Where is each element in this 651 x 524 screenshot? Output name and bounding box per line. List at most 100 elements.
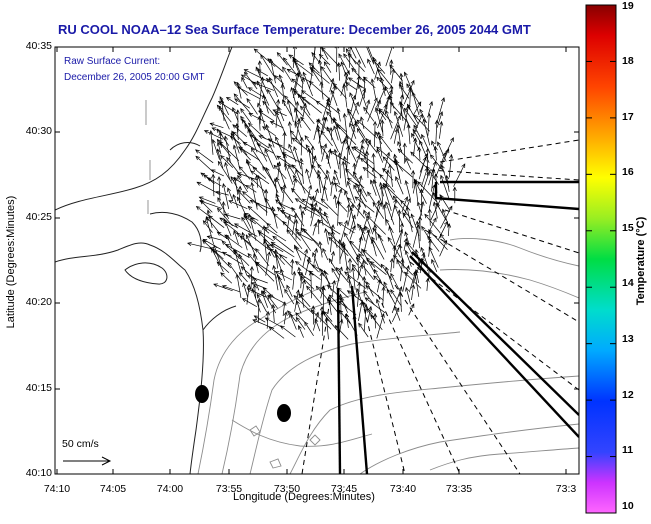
current-vector-head: [314, 43, 318, 47]
current-vector: [395, 205, 404, 226]
current-vector: [406, 158, 411, 169]
current-vector: [339, 63, 340, 81]
current-vector: [263, 127, 276, 136]
y-tick-label: 40:30: [4, 125, 52, 137]
mooring-marker: [195, 385, 209, 403]
plot-frame: [55, 47, 579, 474]
current-vector: [292, 260, 293, 275]
coastline-segment: [170, 143, 200, 150]
current-vector: [430, 209, 431, 226]
current-vector: [283, 222, 301, 241]
current-vector: [379, 132, 382, 156]
x-tick-label: 73:40: [390, 483, 416, 495]
current-vector: [213, 174, 214, 196]
current-vector: [324, 62, 331, 73]
colorbar-tick-label: 10: [622, 500, 634, 512]
colorbar-label: Temperature (°C): [635, 191, 647, 331]
bathy-contour: [146, 100, 150, 214]
bathy-contour: [198, 280, 340, 474]
current-vector: [263, 101, 275, 116]
current-vector: [347, 146, 349, 171]
current-vector: [309, 81, 330, 99]
current-vector: [386, 45, 393, 66]
current-vector: [404, 143, 405, 163]
current-vector: [278, 275, 283, 298]
overlay-time: December 26, 2005 20:00 GMT: [64, 72, 205, 83]
current-vector: [293, 176, 310, 195]
sector-range-line: [430, 170, 579, 180]
sector-boundary: [412, 252, 579, 415]
current-vector: [368, 192, 375, 203]
colorbar: [586, 5, 616, 513]
current-vector: [382, 120, 383, 136]
current-vector: [269, 144, 277, 160]
sector-range-line: [410, 262, 579, 390]
current-vector: [241, 267, 257, 281]
current-vector: [350, 45, 351, 68]
bathy-contour: [232, 420, 372, 446]
bathy-contour: [250, 332, 460, 474]
current-vector: [454, 164, 465, 187]
current-vector: [247, 276, 267, 283]
current-vector: [196, 150, 214, 163]
sector-boundary: [338, 288, 340, 474]
current-vector-head: [363, 39, 366, 43]
current-vector: [214, 284, 233, 291]
current-vector: [340, 153, 341, 178]
colorbar-tick-label: 13: [622, 333, 634, 345]
current-vector: [391, 86, 392, 114]
current-vector: [196, 156, 214, 172]
sector-boundary: [435, 198, 579, 209]
y-tick-label: 40:10: [4, 467, 52, 479]
tick-marks: [55, 47, 579, 474]
current-vector: [266, 125, 274, 148]
current-vector: [251, 267, 252, 291]
current-vector: [348, 182, 356, 204]
current-vector: [307, 286, 322, 305]
colorbar-tick-label: 16: [622, 166, 634, 178]
bathy-contour: [360, 424, 579, 474]
current-vector: [409, 304, 414, 315]
sector-range-line: [395, 285, 520, 474]
current-vector: [383, 287, 384, 305]
current-vector: [311, 272, 312, 299]
x-tick-label: 74:00: [157, 483, 183, 495]
x-tick-label: 74:05: [100, 483, 126, 495]
bathy-contour: [222, 292, 365, 474]
current-vector: [270, 78, 278, 97]
current-vector: [406, 251, 412, 267]
current-vector: [296, 229, 311, 251]
current-vector: [301, 138, 302, 156]
current-vector: [374, 122, 375, 147]
current-vector: [436, 121, 437, 145]
current-vector: [357, 129, 368, 146]
current-vector-head: [346, 49, 349, 53]
current-vector: [249, 114, 265, 122]
current-vector: [244, 70, 269, 82]
current-vectors: [188, 32, 465, 340]
current-vector-head: [346, 39, 349, 43]
current-vector: [288, 311, 297, 322]
current-vector-head: [388, 238, 391, 242]
sector-range-line: [362, 300, 405, 474]
current-vector-head: [227, 97, 231, 100]
colorbar-tick-label: 11: [622, 444, 633, 456]
coastline: [55, 47, 236, 474]
current-vector: [263, 291, 276, 313]
figure-title: RU COOL NOAA–12 Sea Surface Temperature:…: [58, 22, 531, 37]
x-tick-label: 74:10: [44, 483, 70, 495]
current-vector: [221, 273, 232, 284]
current-vector-head: [246, 186, 250, 190]
current-vector: [346, 39, 356, 59]
coastline-segment: [203, 306, 236, 330]
current-vector: [296, 119, 299, 141]
sector-range-line: [440, 140, 579, 162]
current-vector: [367, 309, 376, 320]
current-vector: [446, 138, 454, 154]
current-vector: [271, 242, 294, 257]
current-vector: [295, 248, 310, 260]
current-vector-head: [368, 192, 372, 196]
current-vector: [247, 99, 258, 115]
coastline-segment: [150, 212, 201, 252]
